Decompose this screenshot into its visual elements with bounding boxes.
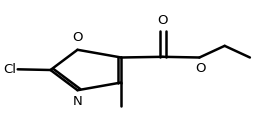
Text: O: O — [158, 14, 168, 27]
Text: Cl: Cl — [3, 63, 16, 76]
Text: N: N — [73, 95, 82, 108]
Text: O: O — [196, 62, 206, 75]
Text: O: O — [72, 31, 83, 44]
